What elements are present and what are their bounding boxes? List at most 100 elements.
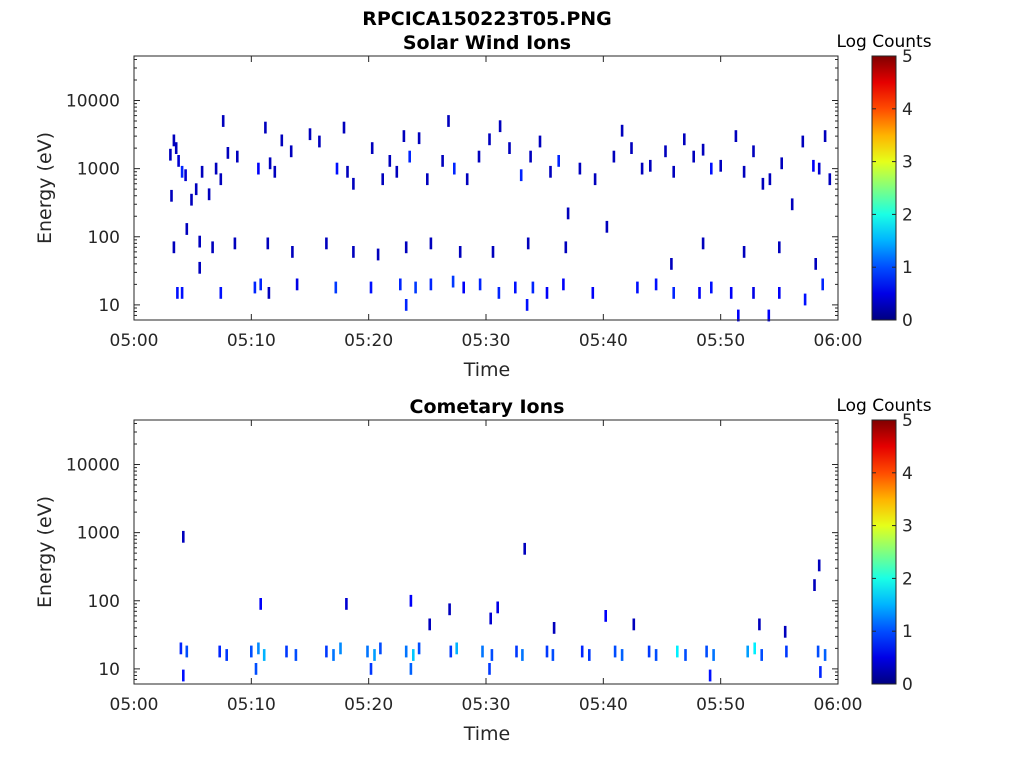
x-tick-label: 05:40 [579, 331, 628, 351]
heatmap-cell [259, 278, 262, 291]
heatmap-cell [588, 649, 591, 661]
heatmap-cell [441, 155, 444, 167]
heatmap-cell [352, 246, 355, 258]
heatmap-cell [783, 625, 787, 638]
heatmap-cell [481, 645, 484, 658]
heatmap-cell [742, 165, 746, 178]
heatmap-cell [752, 145, 755, 158]
heatmap-cell [285, 645, 288, 658]
heatmap-cell [819, 666, 822, 678]
heatmap-cell [379, 642, 382, 655]
colorbar: 0 1 2 3 4 5 [871, 411, 913, 695]
heatmap-cell [767, 309, 771, 322]
heatmap-cell [490, 649, 494, 661]
heatmap-cell [496, 601, 499, 614]
heatmap-cell [194, 183, 198, 196]
heatmap-cell [519, 169, 523, 182]
heatmap-cell [449, 645, 453, 658]
heatmap-cell [219, 173, 223, 186]
heatmap-cell [816, 645, 820, 658]
heatmap-cell [813, 579, 816, 591]
heatmap-cell [172, 134, 176, 147]
heatmap-cell [523, 542, 526, 555]
heatmap-cell [692, 150, 695, 163]
heatmap-cell [801, 135, 805, 148]
heatmap-cell [549, 165, 552, 178]
heatmap-cell [538, 135, 542, 148]
heatmap-cell [294, 649, 298, 661]
heatmap-cell [308, 128, 312, 141]
heatmap-cell [295, 278, 299, 291]
heatmap-cell [273, 165, 277, 178]
heatmap-cell [672, 287, 675, 299]
heatmap-cell [620, 124, 624, 137]
heatmap-cell [778, 287, 781, 299]
colorbar-tick-label: 4 [902, 100, 913, 120]
heatmap-cell [557, 155, 560, 167]
heatmap-cell [654, 649, 658, 661]
heatmap-cell [566, 207, 570, 220]
heatmap-cell [412, 649, 415, 661]
heatmap-cell [578, 162, 582, 175]
y-axis-label: Energy (eV) [34, 496, 56, 608]
heatmap-cell [746, 645, 749, 658]
heatmap-cell [170, 189, 173, 202]
heatmap-cell [395, 165, 399, 178]
heatmap-cell [325, 237, 328, 250]
heatmap-cell [705, 645, 708, 658]
heatmap-cell [219, 287, 223, 299]
heatmap-cell [176, 287, 179, 299]
heatmap-cell [742, 246, 746, 258]
heatmap-cell [768, 173, 772, 186]
panel-title: Solar Wind Ions [403, 32, 571, 54]
heatmap-cell [190, 193, 193, 206]
heatmap-cell [447, 115, 450, 127]
heatmap-cell [562, 278, 565, 291]
x-ticks: 05:00 05:10 05:20 05:30 05:40 05:50 06:00 [110, 420, 863, 715]
y-tick-label: 1000 [77, 524, 120, 544]
heatmap-cell [551, 649, 555, 661]
heatmap-cell [291, 246, 294, 258]
heatmap-cell [525, 299, 529, 311]
heatmap-cell [462, 281, 465, 294]
heatmap-cell [670, 258, 673, 270]
heatmap-cell [218, 645, 221, 658]
heatmap-cell [257, 162, 260, 175]
heatmap-cell [545, 287, 549, 299]
heatmap-cell [477, 150, 481, 163]
heatmap-cell [428, 618, 431, 631]
heatmap-cell [817, 162, 821, 175]
heatmap-cell [177, 155, 180, 167]
y-tick-label: 10 [98, 296, 120, 316]
colorbar-tick-label: 0 [902, 311, 913, 331]
colorbar-label: Log Counts [836, 396, 931, 416]
heatmap-cell [453, 162, 456, 175]
heatmap-cell [613, 645, 617, 658]
heatmap-cell [417, 132, 421, 145]
heatmap-cell [790, 198, 794, 211]
heatmap-cell [630, 142, 633, 154]
heatmap-cell [498, 120, 502, 133]
heatmap-cell [451, 275, 455, 288]
heatmap-cell [564, 241, 568, 254]
heatmap-cell [640, 162, 644, 175]
heatmap-cell [488, 663, 491, 675]
y-ticks: 10 100 1000 10000 [66, 422, 838, 685]
heatmap-cell [257, 642, 260, 655]
x-tick-label: 05:30 [462, 695, 511, 715]
heatmap-cell [654, 278, 658, 291]
heatmap-cell [250, 645, 253, 658]
y-tick-label: 1000 [77, 160, 120, 180]
colorbar-tick-label: 5 [902, 47, 913, 67]
heatmap-cell [342, 121, 346, 134]
heatmap-cell [708, 669, 712, 682]
heatmap-cell [211, 241, 214, 254]
y-ticks: 10 100 1000 10000 [66, 58, 838, 321]
heatmap-cell [185, 223, 189, 235]
heatmap-cell [593, 173, 597, 186]
colorbar-scale [871, 55, 897, 321]
heatmap-cell [264, 121, 267, 134]
heatmap-cell [174, 142, 178, 154]
heatmap-cell [526, 237, 530, 250]
heatmap-cell [221, 115, 225, 127]
